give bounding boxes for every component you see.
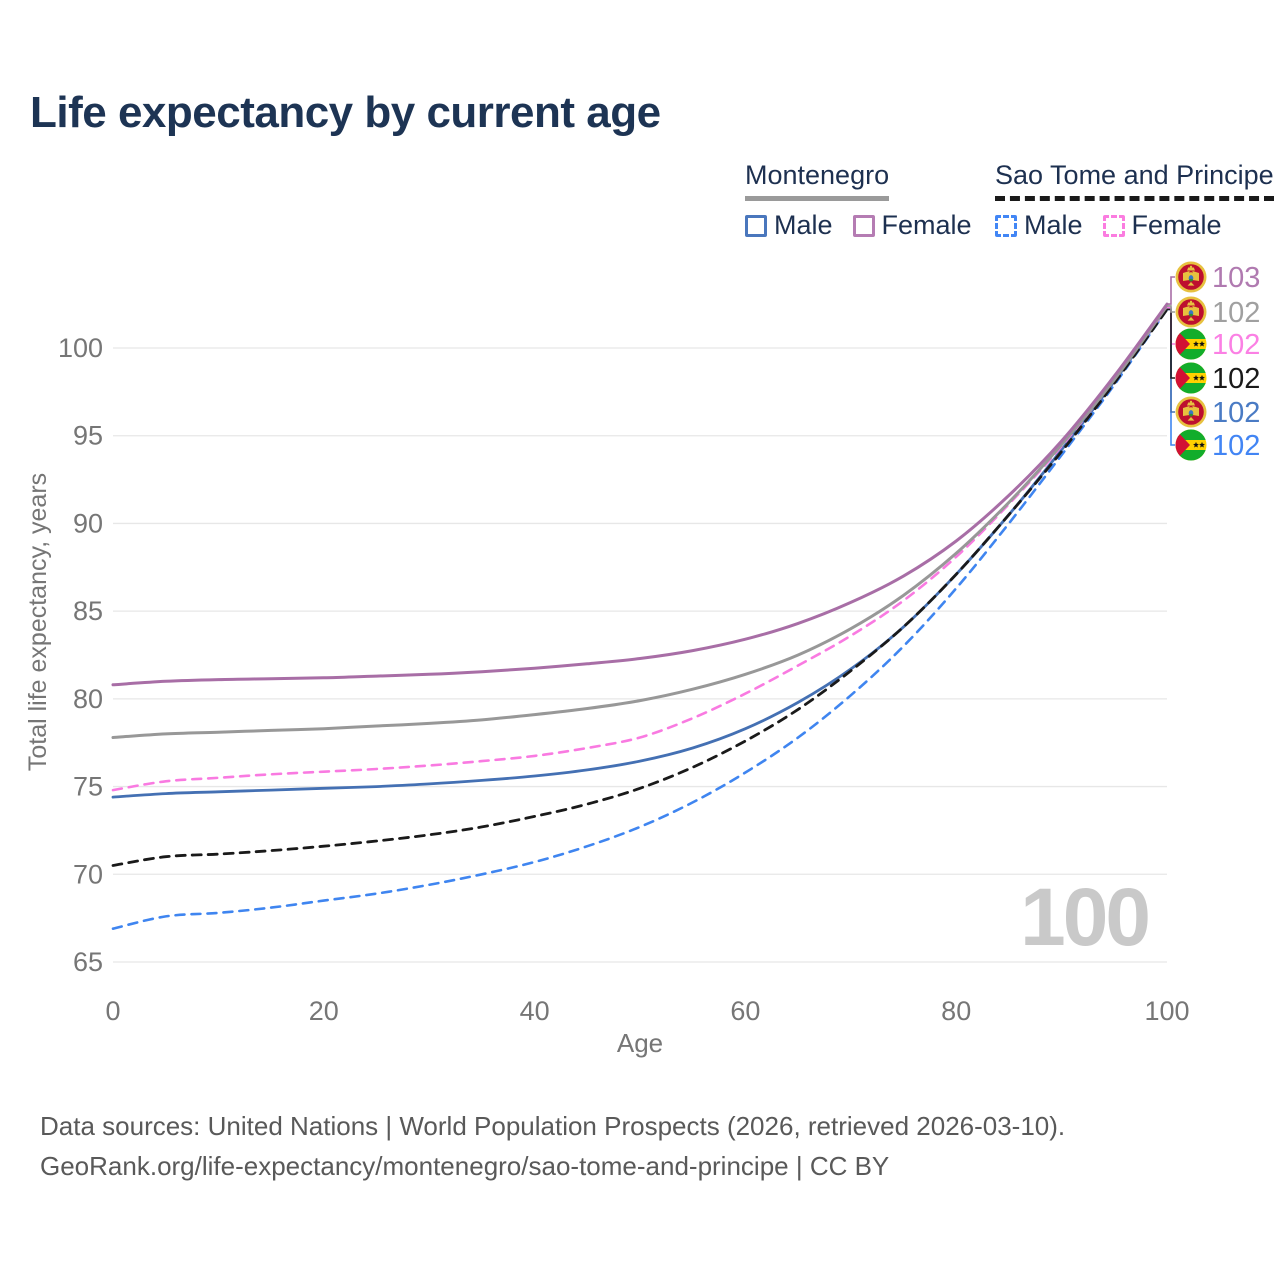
end-label-value-montenegro-male: 102 — [1212, 397, 1260, 429]
flag-triangle-red — [1175, 328, 1190, 360]
flag-crown-dot — [1189, 265, 1193, 268]
end-label-value-sao-tome-and-principe-male: 102 — [1212, 430, 1260, 462]
flag-band-green-top — [1175, 328, 1207, 339]
legend-row-sao-tome-and-principe: Male Female — [995, 210, 1274, 241]
flag-crown — [1187, 302, 1195, 306]
flag-band-green-top — [1175, 362, 1207, 373]
x-axis-title: Age — [617, 1028, 663, 1058]
y-tick-label-70: 70 — [73, 859, 103, 889]
flag-triangle-red — [1175, 429, 1190, 461]
flag-band-green-bottom — [1175, 450, 1207, 461]
x-tick-label-80: 80 — [941, 996, 971, 1026]
flag-band-green-bottom — [1175, 383, 1207, 394]
series-lines — [111, 302, 1169, 930]
flag-eagle-wing-right — [1192, 306, 1199, 316]
flag-stripes — [1175, 328, 1207, 360]
flag-band-green-bottom — [1175, 349, 1207, 360]
footer-sources-line: Data sources: United Nations | World Pop… — [40, 1111, 1066, 1141]
x-tick-label-0: 0 — [105, 996, 120, 1026]
chart-title: Life expectancy by current age — [30, 88, 661, 137]
flag-crown — [1187, 267, 1195, 271]
flag-shield-green — [1189, 278, 1193, 282]
y-axis-title: Total life expectancy, years — [24, 473, 52, 771]
series-line-sao-tome-and-principe-male[interactable] — [111, 308, 1169, 930]
flag-star-1 — [1193, 374, 1199, 381]
flag-star-1 — [1193, 340, 1199, 347]
end-label-connector-montenegro-both — [1167, 305, 1175, 313]
series-line-montenegro-male[interactable] — [111, 306, 1169, 799]
y-tick-label-90: 90 — [73, 508, 103, 538]
y-tick-label-95: 95 — [73, 421, 103, 451]
legend-group-sao-tome-and-principe: Sao Tome and Principe Male Female — [995, 160, 1274, 241]
legend-label-sao-tome-male[interactable]: Male — [1024, 210, 1083, 240]
x-tick-label-40: 40 — [520, 996, 550, 1026]
gridlines — [113, 347, 1167, 963]
footer-url-line[interactable]: GeoRank.org/life-expectancy/montenegro/s… — [40, 1151, 890, 1181]
series-line-montenegro-female[interactable] — [111, 302, 1169, 687]
flag-eagle-wing-right — [1192, 271, 1199, 281]
legend-swatch-sao-tome-male[interactable] — [995, 214, 1017, 237]
legend-country-sao-tome-and-principe[interactable]: Sao Tome and Principe — [995, 160, 1274, 201]
flag-star-2 — [1199, 441, 1205, 448]
flag-band-green-top — [1175, 429, 1207, 440]
legend-swatch-montenegro-male[interactable] — [745, 214, 767, 237]
flag-stripes — [1175, 429, 1207, 461]
flag-eagle-wing-right — [1192, 406, 1199, 416]
series-line-montenegro-both[interactable] — [111, 304, 1169, 739]
y-tick-label-80: 80 — [73, 684, 103, 714]
flag-stripes — [1175, 362, 1207, 394]
current-age-watermark: 100 — [1020, 872, 1148, 963]
end-label-connector-montenegro-female — [1167, 276, 1175, 305]
flag-shield-green — [1189, 413, 1193, 417]
legend: Montenegro Male Female Sao Tome and Prin… — [0, 160, 1280, 240]
flag-shield-green — [1189, 313, 1193, 317]
flag-icon-montenegro — [1175, 396, 1207, 428]
flag-star-2 — [1199, 340, 1205, 347]
flag-eagle-wing-left — [1183, 271, 1190, 281]
flag-icon-sao-tome-and-principe — [1175, 328, 1207, 360]
legend-swatch-sao-tome-female[interactable] — [1102, 214, 1125, 237]
end-label-value-montenegro-female: 103 — [1212, 262, 1260, 294]
y-tick-label-65: 65 — [73, 947, 103, 977]
flag-icon-montenegro — [1175, 261, 1207, 293]
flag-eagle-tail — [1187, 417, 1195, 421]
legend-label-montenegro-female[interactable]: Female — [881, 210, 972, 240]
end-label-value-sao-tome-and-principe-both: 102 — [1212, 363, 1260, 395]
y-tick-label-85: 85 — [73, 596, 103, 626]
flag-crown — [1187, 402, 1195, 406]
flag-crown-dot — [1189, 300, 1193, 303]
legend-label-sao-tome-female[interactable]: Female — [1131, 210, 1222, 240]
x-tick-label-60: 60 — [730, 996, 760, 1026]
flag-eagle-wing-left — [1183, 306, 1190, 316]
legend-country-montenegro[interactable]: Montenegro — [745, 160, 890, 201]
x-tick-label-100: 100 — [1144, 996, 1189, 1026]
end-label-value-sao-tome-and-principe-female: 102 — [1212, 329, 1260, 361]
flag-icon-sao-tome-and-principe — [1175, 362, 1207, 394]
flag-icon-montenegro — [1175, 296, 1207, 328]
flag-eagle-tail — [1187, 317, 1195, 321]
flag-star-2 — [1199, 374, 1205, 381]
series-line-sao-tome-and-principe-female[interactable] — [111, 306, 1169, 792]
flag-triangle-red — [1175, 362, 1190, 394]
flag-eagle-tail — [1187, 282, 1195, 286]
legend-row-montenegro: Male Female — [745, 210, 992, 241]
flag-icon-sao-tome-and-principe — [1175, 429, 1207, 461]
data-source-footer: Data sources: United Nations | World Pop… — [40, 1106, 1065, 1186]
legend-group-montenegro: Montenegro Male Female — [745, 160, 992, 241]
end-label-connector-sao-tome-and-principe-both — [1167, 308, 1175, 379]
legend-label-montenegro-male[interactable]: Male — [774, 210, 833, 240]
y-tick-label-75: 75 — [73, 772, 103, 802]
flag-star-1 — [1193, 441, 1199, 448]
x-tick-label-20: 20 — [309, 996, 339, 1026]
flag-eagle-wing-left — [1183, 406, 1190, 416]
end-label-value-montenegro-both: 102 — [1212, 297, 1260, 329]
flag-crown-dot — [1189, 400, 1193, 403]
legend-swatch-montenegro-female[interactable] — [852, 214, 875, 237]
y-tick-label-100: 100 — [58, 333, 103, 363]
series-line-sao-tome-and-principe-both[interactable] — [111, 308, 1169, 867]
